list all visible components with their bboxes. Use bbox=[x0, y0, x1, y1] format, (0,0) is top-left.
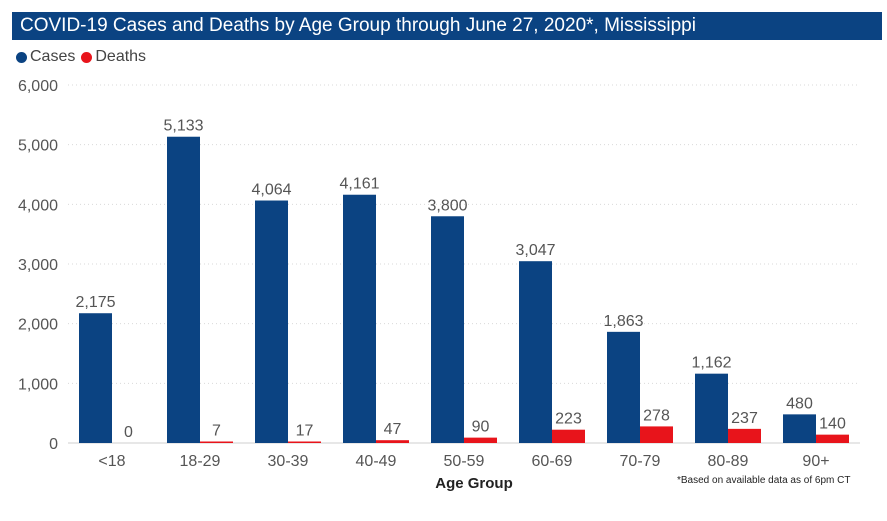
cases-label-5: 3,047 bbox=[515, 242, 555, 259]
cases-label-8: 480 bbox=[786, 395, 813, 412]
x-tick-label: 50-59 bbox=[444, 453, 485, 470]
cases-label-7: 1,162 bbox=[691, 355, 731, 372]
cases-label-6: 1,863 bbox=[603, 313, 643, 330]
x-tick-label: 80-89 bbox=[708, 453, 749, 470]
cases-label-0: 2,175 bbox=[75, 294, 115, 311]
deaths-bar-1 bbox=[200, 441, 233, 443]
legend-item-deaths: Deaths bbox=[81, 48, 146, 66]
deaths-bar-4 bbox=[464, 437, 497, 443]
deaths-bar-8 bbox=[816, 434, 849, 443]
deaths-bar-7 bbox=[728, 428, 761, 443]
x-tick-label: <18 bbox=[98, 453, 125, 470]
x-tick-label: 70-79 bbox=[620, 453, 661, 470]
cases-bar-2 bbox=[255, 200, 288, 443]
legend-label-deaths: Deaths bbox=[95, 48, 147, 65]
y-tick-label: 6,000 bbox=[18, 78, 58, 95]
footnote: *Based on available data as of 6pm CT bbox=[677, 475, 851, 486]
y-tick-label: 5,000 bbox=[18, 138, 58, 155]
x-tick-label: 30-39 bbox=[268, 453, 309, 470]
cases-bar-5 bbox=[519, 261, 552, 443]
cases-bar-4 bbox=[431, 216, 464, 443]
deaths-dot-icon bbox=[81, 51, 93, 63]
chart-title: COVID-19 Cases and Deaths by Age Group t… bbox=[12, 12, 882, 40]
deaths-label-4: 90 bbox=[472, 419, 490, 436]
deaths-label-1: 7 bbox=[212, 423, 221, 440]
deaths-label-3: 47 bbox=[384, 421, 402, 438]
cases-label-1: 5,133 bbox=[163, 118, 203, 135]
deaths-bar-2 bbox=[288, 441, 321, 443]
deaths-label-7: 237 bbox=[731, 410, 758, 427]
cases-bar-1 bbox=[167, 136, 200, 443]
y-tick-label: 3,000 bbox=[18, 257, 58, 274]
x-tick-label: 60-69 bbox=[532, 453, 573, 470]
deaths-bar-3 bbox=[376, 440, 409, 443]
x-axis-title: Age Group bbox=[435, 475, 513, 492]
cases-label-4: 3,800 bbox=[427, 197, 467, 214]
cases-bar-0 bbox=[79, 313, 112, 443]
deaths-bar-5 bbox=[552, 429, 585, 443]
legend: Cases Deaths bbox=[16, 48, 146, 66]
cases-label-2: 4,064 bbox=[251, 182, 291, 199]
deaths-label-5: 223 bbox=[555, 411, 582, 428]
deaths-bar-6 bbox=[640, 426, 673, 443]
cases-dot-icon bbox=[16, 51, 27, 63]
cases-bar-6 bbox=[607, 331, 640, 443]
cases-label-3: 4,161 bbox=[339, 176, 379, 193]
cases-bar-8 bbox=[783, 414, 816, 443]
y-tick-label: 0 bbox=[49, 436, 58, 453]
x-tick-label: 40-49 bbox=[356, 453, 397, 470]
y-tick-label: 4,000 bbox=[18, 197, 58, 214]
legend-label-cases: Cases bbox=[30, 48, 76, 65]
x-tick-label: 18-29 bbox=[180, 453, 221, 470]
deaths-label-8: 140 bbox=[819, 416, 846, 433]
legend-item-cases: Cases bbox=[16, 48, 75, 66]
y-tick-label: 2,000 bbox=[18, 317, 58, 334]
deaths-label-6: 278 bbox=[643, 407, 670, 424]
y-tick-label: 1,000 bbox=[18, 376, 58, 393]
deaths-label-0: 0 bbox=[124, 424, 133, 441]
deaths-label-2: 17 bbox=[296, 423, 314, 440]
cases-bar-3 bbox=[343, 194, 376, 443]
cases-bar-7 bbox=[695, 373, 728, 443]
x-tick-label: 90+ bbox=[802, 453, 829, 470]
